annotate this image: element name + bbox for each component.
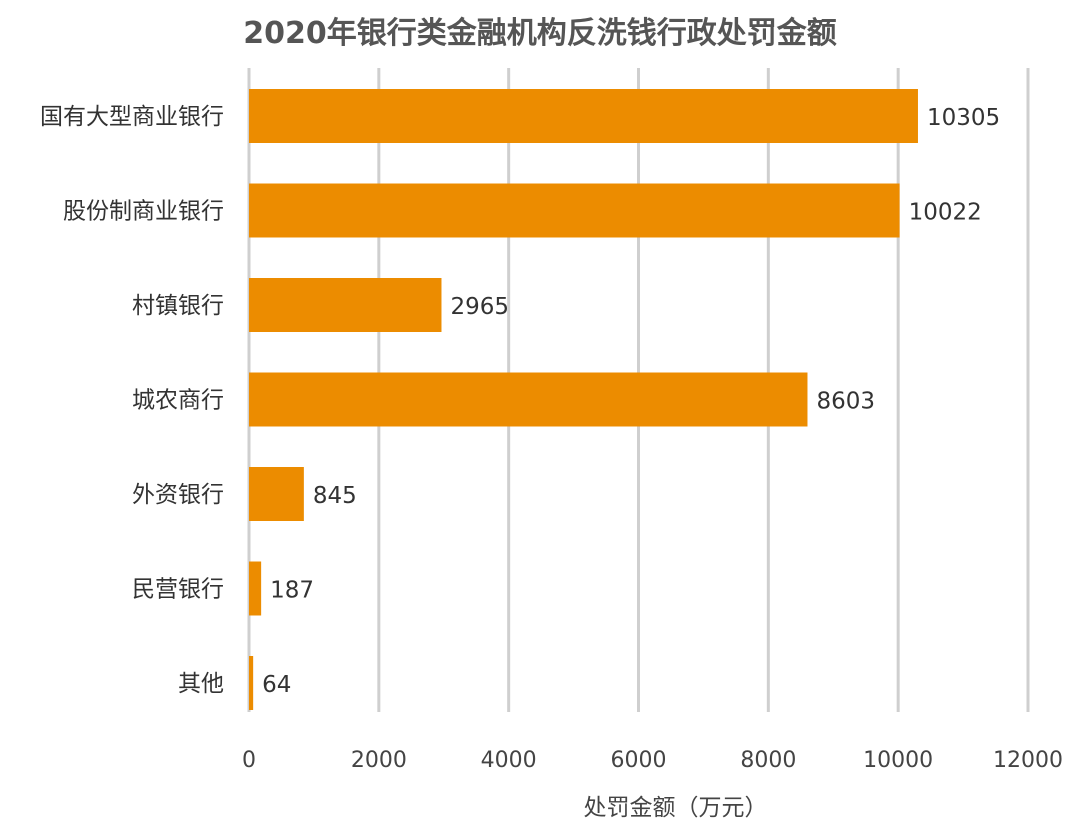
x-tick-label: 8000	[740, 748, 796, 773]
x-tick-label: 10000	[863, 748, 933, 773]
data-label: 845	[313, 483, 357, 509]
x-tick-label: 6000	[611, 748, 667, 773]
x-axis-title: 处罚金额（万元）	[584, 795, 768, 821]
bar	[249, 278, 442, 332]
x-tick-label: 2000	[351, 748, 407, 773]
data-label: 10022	[909, 200, 982, 226]
category-label: 国有大型商业银行	[40, 104, 224, 130]
x-tick-labels: 0 2000 4000 6000 8000 10000 12000	[242, 748, 1063, 773]
bar	[249, 561, 262, 616]
chart-title: 2020年银行类金融机构反洗钱行政处罚金额	[243, 16, 837, 51]
data-label: 64	[262, 672, 291, 698]
bar	[249, 89, 918, 143]
x-tick-label: 0	[242, 748, 256, 773]
bar	[249, 372, 808, 427]
bar	[249, 467, 304, 521]
x-tick-label: 4000	[481, 748, 537, 773]
data-label: 8603	[816, 389, 875, 415]
category-label: 其他	[178, 671, 224, 697]
data-label: 10305	[927, 105, 1000, 131]
data-label: 2965	[450, 294, 509, 320]
category-label: 城农商行	[132, 388, 224, 414]
category-label: 村镇银行	[132, 293, 224, 319]
category-label: 外资银行	[132, 482, 224, 508]
x-tick-label: 12000	[993, 748, 1063, 773]
data-labels: 10305 10022 2965 8603 845 187 64	[262, 105, 1000, 698]
bars	[249, 89, 918, 710]
bar	[249, 656, 254, 710]
category-label: 股份制商业银行	[63, 199, 224, 225]
bar	[249, 183, 900, 238]
data-label: 187	[270, 578, 314, 604]
category-label: 民营银行	[132, 577, 224, 603]
